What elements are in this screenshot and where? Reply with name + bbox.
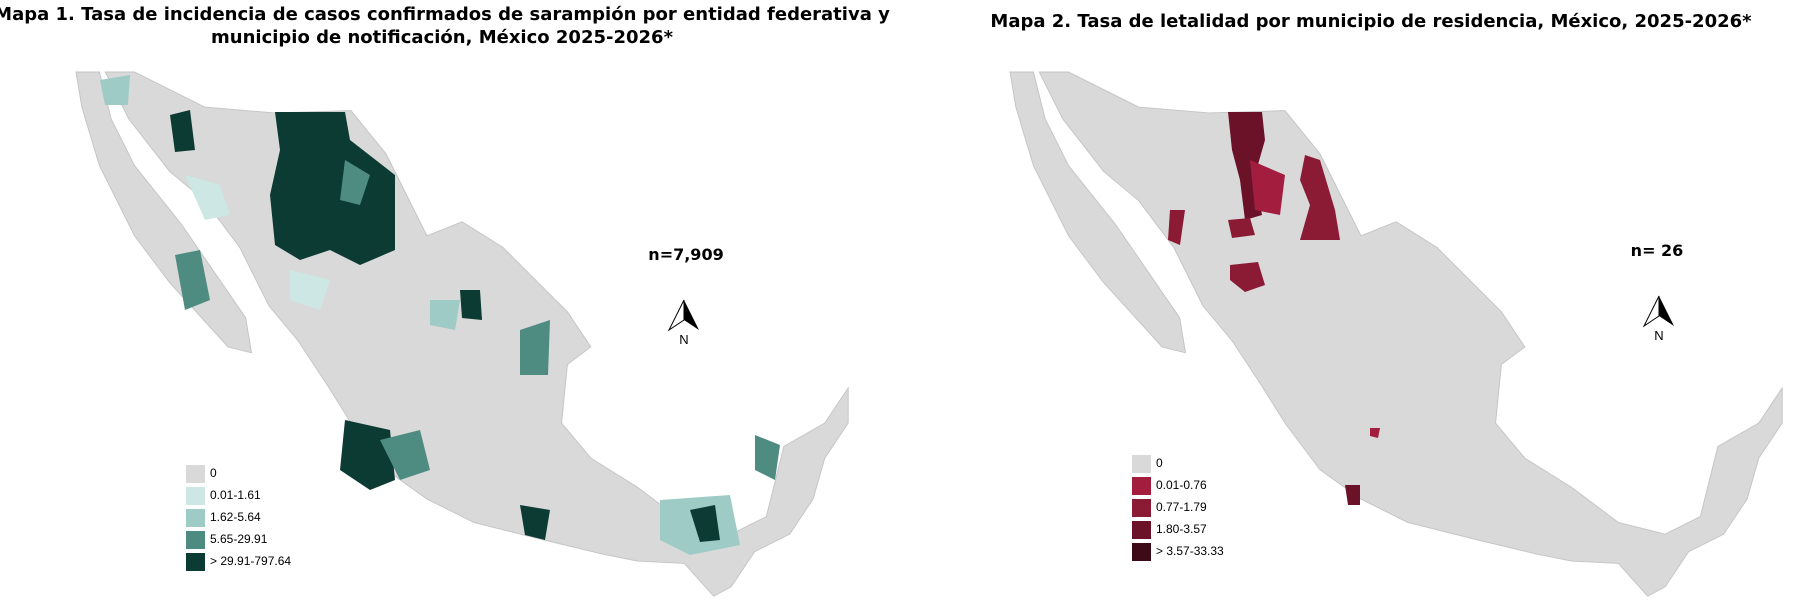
choropleth xyxy=(100,75,780,555)
map-1: 0 0.01-1.61 1.62-5.64 5.65-29.91 > 29.91-797… xyxy=(75,71,849,597)
legend-swatch xyxy=(186,487,205,505)
legend-label: > 3.57-33.33 xyxy=(1156,544,1224,558)
north-label: N xyxy=(1654,328,1663,343)
north-arrow: N xyxy=(667,299,699,347)
map-land xyxy=(1009,71,1783,597)
map-title: Mapa 1. Tasa de incidencia de casos conf… xyxy=(0,4,890,25)
legend-label: 0.01-1.61 xyxy=(210,488,261,502)
legend: 0 0.01-0.76 0.77-1.79 1.80-3.57 > 3.57-33.33 xyxy=(1132,455,1224,561)
legend-label: 0.01-0.76 xyxy=(1156,478,1207,492)
legend-swatch xyxy=(1132,543,1151,561)
choropleth xyxy=(1168,112,1380,505)
legend-swatch xyxy=(186,465,205,483)
legend-swatch xyxy=(1132,499,1151,517)
legend-swatch xyxy=(186,509,205,527)
legend-swatch xyxy=(1132,455,1151,473)
legend-swatch xyxy=(1132,477,1151,495)
north-arrow-left xyxy=(667,299,685,332)
legend-swatch xyxy=(1132,521,1151,539)
north-arrow: N xyxy=(1642,295,1674,343)
legend: 0 0.01-1.61 1.62-5.64 5.65-29.91 > 29.91-797… xyxy=(186,465,291,571)
map-2: 0 0.01-0.76 0.77-1.79 1.80-3.57 > 3.57-33.33… xyxy=(1009,71,1783,597)
legend-swatch xyxy=(186,531,205,549)
legend-swatch xyxy=(186,553,205,571)
north-arrow-right xyxy=(684,300,699,330)
north-arrow-left xyxy=(1642,295,1660,328)
legend-label: 0 xyxy=(210,466,217,480)
north-arrow-right xyxy=(1659,296,1674,326)
legend-label: 5.65-29.91 xyxy=(210,532,268,546)
n-label: n= 26 xyxy=(1631,241,1684,260)
legend-label: 1.62-5.64 xyxy=(210,510,261,524)
map-title: municipio de notificación, México 2025-2… xyxy=(211,27,674,48)
legend-label: 0.77-1.79 xyxy=(1156,500,1207,514)
legend-label: > 29.91-797.64 xyxy=(210,554,291,568)
n-label: n=7,909 xyxy=(648,245,723,264)
map-title: Mapa 2. Tasa de letalidad por municipio … xyxy=(990,11,1752,32)
legend-label: 0 xyxy=(1156,456,1163,470)
legend-label: 1.80-3.57 xyxy=(1156,522,1207,536)
north-label: N xyxy=(679,332,688,347)
